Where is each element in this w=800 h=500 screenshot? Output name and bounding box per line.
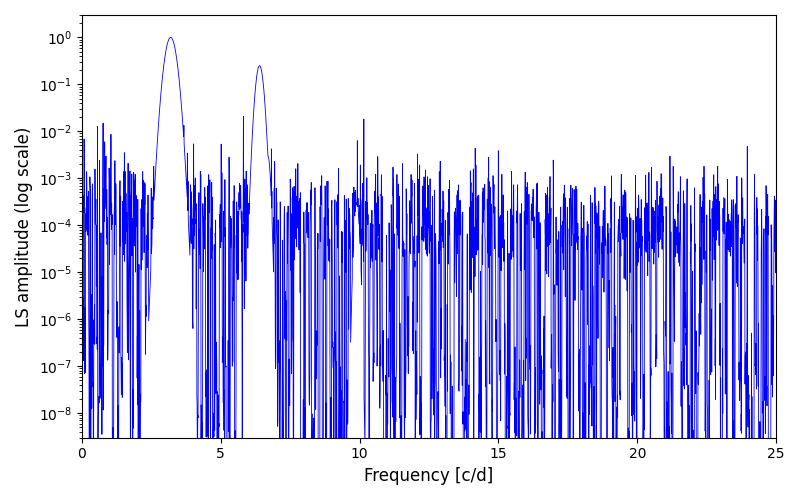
Y-axis label: LS amplitude (log scale): LS amplitude (log scale) bbox=[15, 126, 33, 326]
X-axis label: Frequency [c/d]: Frequency [c/d] bbox=[364, 467, 494, 485]
